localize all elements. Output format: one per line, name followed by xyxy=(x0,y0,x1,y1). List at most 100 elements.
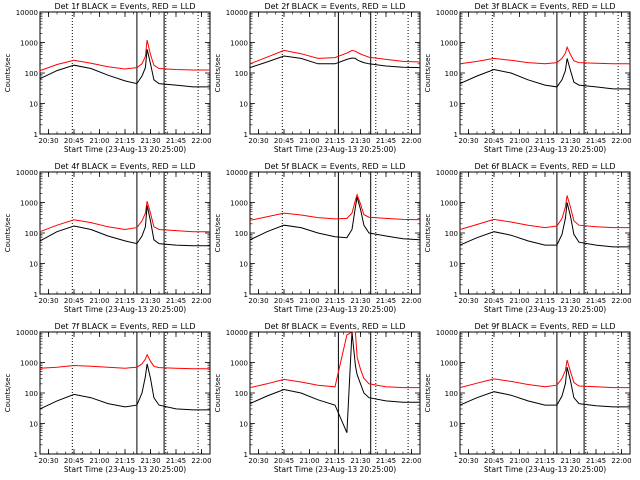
panel-title: Det 3f BLACK = Events, RED = LLD xyxy=(474,2,615,11)
lld-series-line xyxy=(249,49,421,65)
lld-series-line xyxy=(249,331,420,389)
lld-series-line xyxy=(39,353,210,370)
x-tick-label: 21:45 xyxy=(586,297,606,305)
panel-det-4: Det 4f BLACK = Events, RED = LLD 1 10 100 10… xyxy=(4,162,212,314)
panel-det-6: Det 6f BLACK = Events, RED = LLD 1 10 100 10… xyxy=(424,162,632,314)
y-tick-label: 1 xyxy=(454,451,458,459)
y-tick-label: 10 xyxy=(449,421,458,429)
x-tick-label: 21:45 xyxy=(166,297,186,305)
y-axis-label: Counts/sec xyxy=(4,374,12,413)
x-tick-label: 21:15 xyxy=(115,457,135,465)
x-tick-label: 20:45 xyxy=(274,137,294,145)
y-tick-label: 10000 xyxy=(226,9,248,17)
x-tick-label: 20:45 xyxy=(484,457,504,465)
y-tick-label: 100 xyxy=(25,230,38,238)
x-tick-label: 21:30 xyxy=(350,457,370,465)
x-axis-label: Start Time (23-Aug-13 20:25:00) xyxy=(484,145,606,154)
y-tick-label: 10 xyxy=(449,261,458,269)
x-tick-label: 20:45 xyxy=(64,297,84,305)
events-series-line xyxy=(39,363,210,411)
y-tick-label: 1000 xyxy=(440,40,458,48)
lld-series-line xyxy=(39,201,210,233)
x-tick-label: 22:00 xyxy=(611,297,631,305)
x-tick-label: 21:45 xyxy=(586,137,606,145)
x-tick-label: 21:00 xyxy=(299,457,319,465)
y-tick-label: 10 xyxy=(239,421,248,429)
panel-det-7: Det 7f BLACK = Events, RED = LLD 1 10 100 10… xyxy=(4,322,212,474)
x-tick-label: 22:00 xyxy=(191,297,211,305)
x-axis-label: Start Time (23-Aug-13 20:25:00) xyxy=(484,305,606,314)
y-tick-label: 10 xyxy=(29,101,38,109)
x-tick-label: 20:30 xyxy=(38,297,58,305)
y-tick-label: 100 xyxy=(445,70,458,78)
y-tick-label: 100 xyxy=(25,70,38,78)
x-tick-label: 21:30 xyxy=(560,457,580,465)
x-tick-label: 20:45 xyxy=(274,457,294,465)
x-tick-label: 21:00 xyxy=(509,457,529,465)
x-tick-label: 21:00 xyxy=(89,457,109,465)
x-tick-label: 21:45 xyxy=(376,137,396,145)
y-tick-label: 10 xyxy=(239,261,248,269)
y-tick-label: 1 xyxy=(34,131,38,139)
y-tick-label: 1000 xyxy=(20,200,38,208)
y-tick-label: 1 xyxy=(454,291,458,299)
y-tick-label: 100 xyxy=(235,70,248,78)
lld-series-line xyxy=(459,359,630,389)
y-tick-label: 1 xyxy=(244,291,248,299)
x-tick-label: 20:30 xyxy=(38,457,58,465)
x-tick-label: 21:15 xyxy=(535,297,555,305)
y-tick-label: 1 xyxy=(454,131,458,139)
y-tick-label: 1 xyxy=(244,451,248,459)
x-tick-label: 22:00 xyxy=(191,137,211,145)
x-tick-label: 21:00 xyxy=(89,137,109,145)
y-tick-label: 10000 xyxy=(16,329,38,337)
panel-title: Det 4f BLACK = Events, RED = LLD xyxy=(54,162,195,171)
lld-series-line xyxy=(459,45,630,65)
y-tick-label: 10000 xyxy=(436,9,458,17)
x-tick-label: 20:30 xyxy=(458,297,478,305)
panel-det-3: Det 3f BLACK = Events, RED = LLD 1 10 100 10… xyxy=(424,2,632,154)
y-axis-label: Counts/sec xyxy=(424,374,432,413)
y-tick-label: 100 xyxy=(25,390,38,398)
y-tick-label: 1000 xyxy=(440,200,458,208)
panel-det-1: Det 1f BLACK = Events, RED = LLD 1 10 100 10… xyxy=(4,2,212,154)
panel-title: Det 9f BLACK = Events, RED = LLD xyxy=(474,322,615,331)
y-tick-label: 10 xyxy=(239,101,248,109)
events-series-line xyxy=(459,58,630,90)
lld-series-line xyxy=(39,39,210,72)
x-tick-label: 20:30 xyxy=(248,137,268,145)
x-tick-label: 21:00 xyxy=(299,137,319,145)
x-tick-label: 22:00 xyxy=(611,137,631,145)
x-tick-label: 22:00 xyxy=(191,457,211,465)
y-tick-label: 10000 xyxy=(16,9,38,17)
x-tick-label: 21:30 xyxy=(140,137,160,145)
events-series-line xyxy=(39,49,210,88)
x-axis-label: Start Time (23-Aug-13 20:25:00) xyxy=(274,305,396,314)
x-axis-label: Start Time (23-Aug-13 20:25:00) xyxy=(484,465,606,474)
panel-det-8: Det 8f BLACK = Events, RED = LLD 1 10 100 10… xyxy=(214,322,422,474)
x-tick-label: 20:30 xyxy=(458,457,478,465)
x-tick-label: 21:30 xyxy=(350,137,370,145)
y-tick-label: 1000 xyxy=(230,200,248,208)
panel-title: Det 7f BLACK = Events, RED = LLD xyxy=(54,322,195,331)
x-tick-label: 21:30 xyxy=(560,297,580,305)
x-tick-label: 21:15 xyxy=(325,297,345,305)
y-tick-label: 100 xyxy=(445,390,458,398)
x-tick-label: 21:00 xyxy=(89,297,109,305)
x-tick-label: 21:15 xyxy=(325,457,345,465)
x-tick-label: 21:00 xyxy=(509,137,529,145)
x-tick-label: 21:45 xyxy=(376,297,396,305)
y-axis-label: Counts/sec xyxy=(4,214,12,253)
y-tick-label: 1000 xyxy=(20,360,38,368)
x-tick-label: 21:15 xyxy=(325,137,345,145)
events-series-line xyxy=(249,196,421,241)
x-axis-label: Start Time (23-Aug-13 20:25:00) xyxy=(64,145,186,154)
x-tick-label: 20:45 xyxy=(484,297,504,305)
x-axis-label: Start Time (23-Aug-13 20:25:00) xyxy=(274,145,396,154)
y-axis-label: Counts/sec xyxy=(424,214,432,253)
x-axis-label: Start Time (23-Aug-13 20:25:00) xyxy=(274,465,396,474)
panel-title: Det 1f BLACK = Events, RED = LLD xyxy=(54,2,195,11)
panel-det-5: Det 5f BLACK = Events, RED = LLD 1 10 100 10… xyxy=(214,162,422,314)
y-tick-label: 1 xyxy=(34,291,38,299)
